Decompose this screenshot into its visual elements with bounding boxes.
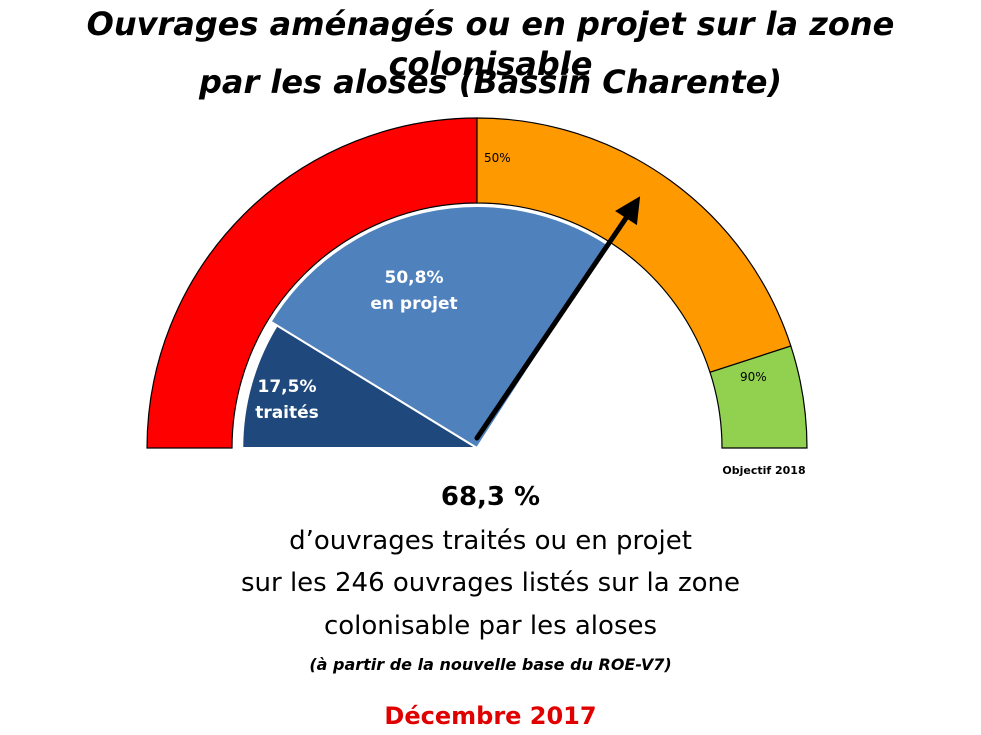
- band-threshold-label-1: 50%: [484, 151, 511, 165]
- date-label: Décembre 2017: [384, 702, 597, 730]
- objective-label: Objectif 2018: [722, 464, 805, 477]
- sector-1-name-label: traités: [255, 403, 319, 423]
- pointer-shaft: [474, 215, 629, 441]
- pointer-head: [615, 196, 641, 226]
- summary-value: 68,3 %: [440, 482, 541, 512]
- gauge-bands: [146, 117, 808, 449]
- chart-title-line-2: par les aloses (Bassin Charente): [198, 63, 783, 101]
- sector-2-name-label: en projet: [370, 294, 457, 314]
- sector-1-value-label: 17,5%: [258, 377, 317, 397]
- source-note: (à partir de la nouvelle base du ROE-V7): [309, 655, 672, 674]
- summary-line-2: sur les 246 ouvrages listés sur la zone: [240, 568, 741, 598]
- gauge-band-3: [709, 345, 808, 449]
- chart-title-line-1: Ouvrages aménagés ou en projet sur la zo…: [86, 5, 895, 83]
- sector-2: [269, 205, 610, 450]
- progress-sectors: [241, 205, 610, 450]
- sector-1: [241, 323, 481, 449]
- summary-line-1: d’ouvrages traités ou en projet: [289, 526, 692, 556]
- gauge-band-1: [146, 117, 478, 449]
- gauge-pointer: [474, 196, 641, 441]
- sector-2-value-label: 50,8%: [385, 268, 444, 288]
- gauge-labels: 17,5% traités 50,8% en projet 50% 90% Objectif…: [255, 151, 805, 477]
- summary-line-3: colonisable par les aloses: [323, 611, 658, 641]
- band-threshold-label-2: 90%: [740, 370, 767, 384]
